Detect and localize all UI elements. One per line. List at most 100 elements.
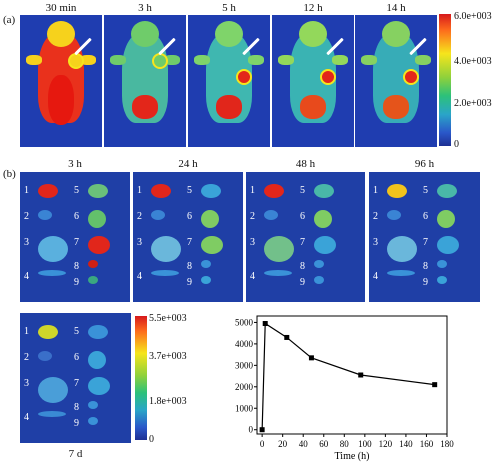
organ-number: 8	[74, 402, 79, 413]
organ-number: 1	[250, 185, 255, 196]
organ-signal	[88, 401, 98, 409]
organ-signal	[151, 184, 171, 198]
organ-number: 7	[74, 237, 79, 248]
organ-number: 5	[74, 185, 79, 196]
section-b-label: (b)	[3, 168, 16, 180]
organ-number: 3	[24, 237, 29, 248]
organ-number: 6	[423, 211, 428, 222]
y-tick-label: 5000	[235, 317, 254, 327]
organ-number: 1	[24, 326, 29, 337]
colorbar-b-tick-2: 1.8e+003	[149, 396, 187, 407]
colorbar-a	[439, 14, 451, 146]
mouse-head	[131, 21, 159, 47]
organ-number: 8	[187, 261, 192, 272]
organ-number: 9	[187, 277, 192, 288]
organ-signal	[201, 236, 223, 254]
mouse-head	[382, 21, 410, 47]
mouse-limb	[415, 55, 431, 65]
organ-image-panel: 1 2 3 4 5 6 7 8 9	[20, 313, 131, 443]
organ-signal	[314, 236, 336, 254]
mouse-timepoint-label: 14 h	[386, 2, 406, 14]
organ-signal	[151, 210, 165, 220]
organ-image-panel: 1 2 3 4 5 6 7 8 9	[20, 172, 130, 302]
organ-number: 7	[423, 237, 428, 248]
organ-signal	[38, 377, 68, 403]
organ-number: 5	[423, 185, 428, 196]
organ-signal	[38, 325, 58, 339]
organ-number: 2	[137, 211, 142, 222]
organ-signal	[38, 270, 66, 276]
x-tick-label: 40	[299, 439, 309, 449]
organ-number: 7	[187, 237, 192, 248]
organ-number: 4	[373, 271, 378, 282]
organ-number: 5	[187, 185, 192, 196]
data-point	[262, 321, 268, 327]
colorbar-a-tick-2: 2.0e+003	[454, 98, 492, 109]
organ-signal	[437, 184, 457, 198]
x-tick-label: 60	[319, 439, 329, 449]
organ-signal	[387, 236, 417, 262]
mouse-limb	[26, 55, 42, 65]
organ-signal	[387, 270, 415, 276]
organ-number: 2	[24, 211, 29, 222]
data-point	[358, 372, 364, 378]
mouse-head	[215, 21, 243, 47]
data-point	[284, 334, 290, 340]
organ-number: 1	[373, 185, 378, 196]
organ-signal	[38, 411, 66, 417]
organ-number: 6	[74, 352, 79, 363]
organ-signal	[38, 184, 58, 198]
organ-signal	[151, 270, 179, 276]
x-axis-label: Time (h)	[335, 451, 370, 462]
organ-signal	[88, 260, 98, 268]
mouse-image-panel	[104, 15, 186, 147]
organ-number: 4	[24, 412, 29, 423]
x-tick-label: 140	[399, 439, 413, 449]
x-tick-label: 20	[278, 439, 288, 449]
mouse-head	[47, 21, 75, 47]
tumor-spot	[236, 69, 252, 85]
data-point	[259, 427, 265, 433]
tumor-spot	[403, 69, 419, 85]
series-line	[261, 322, 435, 430]
mouse-hotspot	[132, 95, 158, 119]
organ-timepoint-label: 96 h	[414, 158, 435, 170]
organ-number: 9	[74, 418, 79, 429]
organ-number: 7	[74, 378, 79, 389]
x-tick-label: 180	[440, 439, 454, 449]
organ-number: 5	[74, 326, 79, 337]
organ-number: 4	[250, 271, 255, 282]
mouse-image-panel	[188, 15, 270, 147]
y-tick-label: 1000	[235, 403, 254, 413]
organ-signal	[201, 260, 211, 268]
organ-number: 5	[300, 185, 305, 196]
colorbar-b	[135, 316, 147, 440]
organ-timepoint-label: 7 d	[68, 448, 83, 460]
mouse-image-panel	[272, 15, 354, 147]
organ-timepoint-label: 3 h	[68, 158, 82, 170]
colorbar-b-tick-3: 0	[149, 434, 154, 445]
organ-number: 2	[250, 211, 255, 222]
y-tick-label: 3000	[235, 360, 254, 370]
organ-signal	[38, 210, 52, 220]
mouse-image-panel	[355, 15, 437, 147]
mouse-timepoint-label: 5 h	[222, 2, 236, 14]
colorbar-a-tick-3: 0	[454, 139, 459, 150]
y-tick-label: 0	[249, 425, 254, 435]
biodistribution-line-chart: 0 20 40 60 80 100 120 140 160 180 0 1000 2000 3000 400…	[235, 315, 454, 462]
mouse-timepoint-label: 12 h	[303, 2, 323, 14]
colorbar-a-tick-0: 6.0e+003	[454, 11, 492, 22]
organ-number: 1	[137, 185, 142, 196]
data-point	[432, 382, 438, 388]
mouse-timepoint-label: 3 h	[138, 2, 152, 14]
organ-signal	[201, 184, 221, 198]
organ-signal	[314, 260, 324, 268]
colorbar-b-tick-1: 3.7e+003	[149, 351, 187, 362]
organ-number: 9	[300, 277, 305, 288]
organ-number: 3	[137, 237, 142, 248]
mouse-hotspot	[216, 95, 242, 119]
organ-number: 4	[137, 271, 142, 282]
mouse-timepoint-label: 30 min	[45, 2, 77, 14]
organ-signal	[38, 351, 52, 361]
mouse-limb	[332, 55, 348, 65]
